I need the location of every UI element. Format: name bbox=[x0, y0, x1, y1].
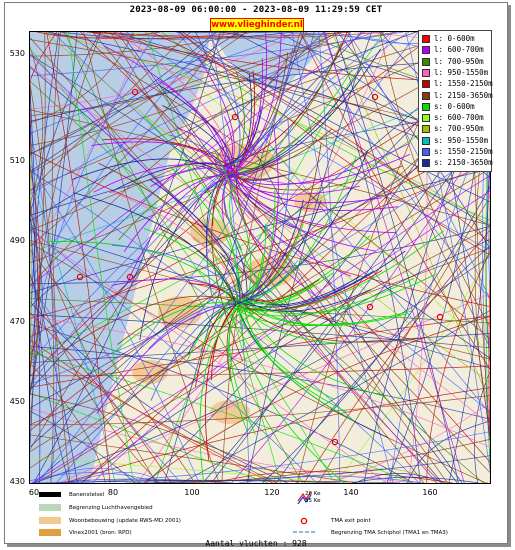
legend-swatch bbox=[422, 125, 430, 134]
map-frame: 2023-08-09 06:00:00 - 2023-08-09 11:29:5… bbox=[4, 2, 508, 548]
residential-swatch bbox=[39, 517, 61, 524]
map-canvas bbox=[30, 32, 490, 483]
time-range-title: 2023-08-09 06:00:00 - 2023-08-09 11:29:5… bbox=[129, 5, 383, 15]
tma-boundary-label: Begrenzing TMA Schiphol (TMA1 en TMA3) bbox=[331, 530, 448, 536]
x-tick-label: 140 bbox=[343, 488, 359, 497]
legend-swatch bbox=[422, 91, 430, 100]
altitude-legend: l: 0-600m l: 600-700m l: 700-950m l: 950-15… bbox=[418, 30, 493, 172]
legend-item: s: 0-600m bbox=[422, 102, 475, 112]
noise-contour-icon bbox=[297, 491, 312, 505]
y-tick-label: 490 bbox=[9, 236, 25, 245]
residential-label: Woonbebouwing (update RWS-MD 2001) bbox=[69, 518, 181, 524]
legend-item: l: 1550-2150m bbox=[422, 79, 493, 89]
legend-item: s: 2150-3650m bbox=[422, 158, 493, 168]
y-tick-label: 450 bbox=[9, 397, 25, 406]
vinex-label: Vinex2001 (bron: RPD) bbox=[69, 530, 132, 536]
legend-label: s: 1550-2150m bbox=[434, 147, 493, 156]
legend-label: s: 600-700m bbox=[434, 113, 484, 123]
tma-exit-point-icon bbox=[300, 517, 308, 525]
ke35-label: 35 Ke bbox=[305, 498, 321, 504]
legend-swatch bbox=[422, 136, 430, 145]
y-tick-label: 470 bbox=[9, 317, 25, 326]
y-tick-label: 510 bbox=[9, 156, 25, 165]
legend-item: l: 950-1550m bbox=[422, 68, 488, 78]
legend-label: s: 2150-3650m bbox=[434, 158, 493, 168]
tma-boundary-line-icon bbox=[293, 531, 315, 533]
vinex-swatch bbox=[39, 529, 61, 536]
legend-swatch bbox=[422, 159, 430, 168]
legend-swatch bbox=[422, 57, 430, 66]
legend-swatch bbox=[422, 80, 430, 89]
flight-count: Aantal vluchten : 928 bbox=[205, 539, 307, 548]
airport-boundary-swatch bbox=[39, 504, 61, 511]
flight-track-map[interactable] bbox=[29, 31, 491, 484]
legend-item: l: 600-700m bbox=[422, 45, 484, 55]
legend-label: s: 0-600m bbox=[434, 101, 475, 111]
x-tick-label: 80 bbox=[107, 488, 119, 497]
tma-exit-points bbox=[76, 88, 444, 446]
ke20-label: 20 Ke bbox=[305, 491, 321, 497]
legend-swatch bbox=[422, 46, 430, 55]
legend-item: s: 700-950m bbox=[422, 124, 484, 134]
x-tick-label: 100 bbox=[184, 488, 200, 497]
legend-swatch bbox=[422, 148, 430, 156]
x-tick-label: 60 bbox=[28, 488, 40, 497]
legend-label: l: 1550-2150m bbox=[434, 79, 493, 89]
legend-item: l: 700-950m bbox=[422, 57, 484, 67]
legend-label: l: 2150-3650m bbox=[434, 90, 493, 100]
legend-label: l: 600-700m bbox=[434, 45, 484, 55]
legend-label: l: 950-1550m bbox=[434, 67, 489, 77]
legend-swatch bbox=[422, 68, 430, 77]
legend-item: s: 950-1550m bbox=[422, 136, 488, 146]
legend-label: s: 700-950m bbox=[434, 124, 484, 134]
legend-label: s: 950-1550m bbox=[434, 135, 489, 145]
legend-item: l: 2150-3650m bbox=[422, 91, 493, 101]
x-tick-label: 160 bbox=[422, 488, 438, 497]
legend-item: s: 600-700m bbox=[422, 113, 484, 123]
runway-swatch bbox=[39, 492, 61, 497]
legend-item: s: 1550-2150m bbox=[422, 147, 493, 157]
legend-swatch bbox=[422, 114, 430, 123]
legend-item: l: 0-600m bbox=[422, 34, 475, 44]
legend-label: l: 700-950m bbox=[434, 56, 484, 66]
airport-boundary-label: Begrenzing Luchthavengebied bbox=[69, 505, 153, 511]
legend-label: l: 0-600m bbox=[434, 34, 475, 43]
y-tick-label: 430 bbox=[9, 477, 25, 486]
tma-exit-label: TMA exit point bbox=[331, 518, 371, 524]
x-tick-label: 120 bbox=[264, 488, 280, 497]
legend-swatch bbox=[422, 102, 430, 111]
y-tick-label: 530 bbox=[9, 49, 25, 58]
legend-swatch bbox=[422, 35, 430, 43]
runway-label: Banenstelsel bbox=[69, 492, 105, 498]
